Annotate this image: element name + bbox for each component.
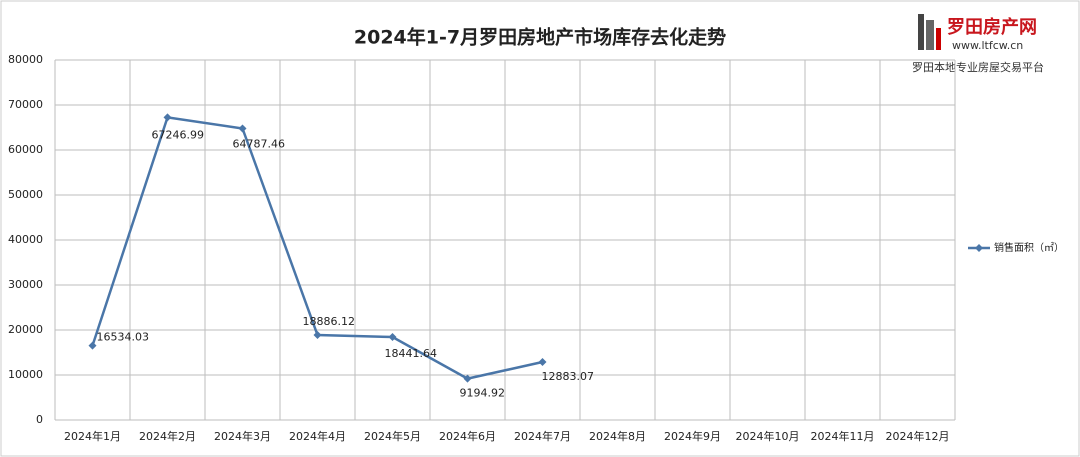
data-label: 18886.12 [303, 315, 356, 328]
data-label: 64787.46 [233, 137, 286, 150]
data-point [538, 358, 547, 367]
y-tick-label: 40000 [8, 233, 43, 246]
y-tick-label: 0 [36, 413, 43, 426]
data-point [88, 341, 97, 350]
data-label: 9194.92 [460, 387, 506, 400]
logo-url: www.ltfcw.cn [952, 39, 1023, 52]
y-tick-label: 80000 [8, 53, 43, 66]
x-tick-label: 2024年7月 [514, 429, 571, 443]
data-point [463, 374, 472, 383]
x-tick-label: 2024年6月 [439, 429, 496, 443]
x-tick-label: 2024年3月 [214, 429, 271, 443]
data-label: 67246.99 [152, 128, 205, 141]
x-tick-label: 2024年12月 [886, 429, 950, 443]
x-tick-label: 2024年1月 [64, 429, 121, 443]
x-tick-label: 2024年8月 [589, 429, 646, 443]
logo-tagline: 罗田本地专业房屋交易平台 [912, 60, 1044, 74]
data-point [313, 331, 322, 340]
x-tick-label: 2024年11月 [811, 429, 875, 443]
chart-title: 2024年1-7月罗田房地产市场库存去化走势 [354, 26, 726, 49]
logo-name: 罗田房产网 [947, 16, 1037, 38]
logo-icon [936, 28, 941, 50]
data-point [238, 124, 247, 133]
y-tick-label: 60000 [8, 143, 43, 156]
data-label: 12883.07 [542, 370, 595, 383]
y-tick-label: 70000 [8, 98, 43, 111]
logo-icon [926, 20, 934, 50]
logo: 罗田房产网 www.ltfcw.cn 罗田本地专业房屋交易平台 [912, 14, 1044, 74]
data-label: 18441.64 [385, 347, 438, 360]
legend-label: 销售面积（㎡） [994, 241, 1064, 254]
x-tick-label: 2024年2月 [139, 429, 196, 443]
data-point [388, 333, 397, 342]
y-tick-label: 20000 [8, 323, 43, 336]
y-tick-label: 50000 [8, 188, 43, 201]
logo-icon [918, 14, 924, 50]
legend-marker [975, 244, 983, 252]
x-tick-label: 2024年9月 [664, 429, 721, 443]
data-label: 16534.03 [97, 331, 150, 344]
data-point [163, 113, 172, 122]
x-tick-label: 2024年10月 [736, 429, 800, 443]
y-tick-label: 10000 [8, 368, 43, 381]
x-tick-label: 2024年4月 [289, 429, 346, 443]
y-tick-label: 30000 [8, 278, 43, 291]
x-tick-label: 2024年5月 [364, 429, 421, 443]
